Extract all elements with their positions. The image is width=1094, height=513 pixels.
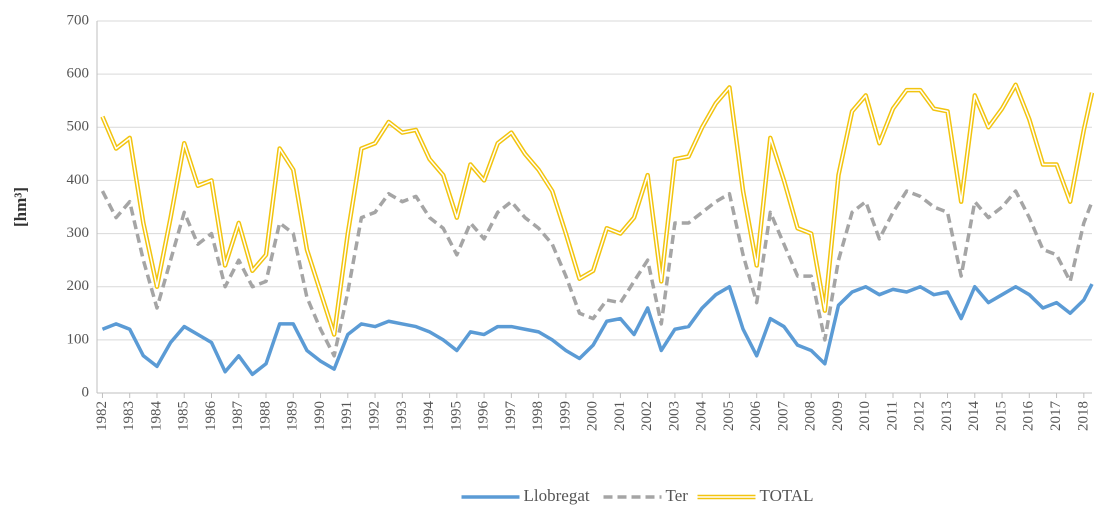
y-tick-label: 600 <box>67 66 90 82</box>
series-line <box>100 189 1094 358</box>
x-tick-label: 1989 <box>285 401 301 431</box>
x-tick-label: 2004 <box>694 401 710 432</box>
series-line <box>101 283 1094 377</box>
legend-label: TOTAL <box>760 486 814 505</box>
x-tick-label: 1995 <box>448 401 464 431</box>
legend-label: Llobregat <box>524 486 590 505</box>
x-tick-label: 1999 <box>557 401 573 431</box>
x-tick-label: 1990 <box>312 401 328 431</box>
x-tick-label: 2010 <box>857 401 873 431</box>
y-tick-label: 200 <box>67 278 90 294</box>
x-tick-label: 2000 <box>585 401 601 431</box>
x-tick-label: 1997 <box>503 401 519 432</box>
x-tick-label: 2007 <box>775 401 791 432</box>
x-tick-label: 2016 <box>1021 401 1037 432</box>
y-tick-label: 400 <box>67 172 90 188</box>
x-tick-label: 1988 <box>257 401 273 431</box>
x-tick-label: 1984 <box>148 401 164 432</box>
x-tick-label: 1998 <box>530 401 546 431</box>
x-tick-label: 2012 <box>912 401 928 431</box>
x-tick-label: 2008 <box>803 401 819 431</box>
x-tick-label: 2017 <box>1048 401 1064 432</box>
x-tick-label: 2006 <box>748 401 764 432</box>
x-tick-label: 2018 <box>1075 401 1091 431</box>
x-tick-label: 2002 <box>639 401 655 431</box>
y-tick-label: 0 <box>82 384 90 400</box>
x-tick-label: 2015 <box>993 401 1009 431</box>
x-tick-label: 1983 <box>121 401 137 431</box>
x-tick-label: 1996 <box>476 401 492 432</box>
x-tick-label: 2001 <box>612 401 628 431</box>
y-tick-label: 300 <box>67 225 90 241</box>
x-tick-label: 1982 <box>94 401 110 431</box>
legend-label: Ter <box>666 486 689 505</box>
x-tick-label: 1993 <box>394 401 410 431</box>
x-tick-label: 2005 <box>721 401 737 431</box>
x-tick-label: 1986 <box>203 401 219 432</box>
x-tick-label: 1987 <box>230 401 246 432</box>
x-tick-label: 2013 <box>939 401 955 431</box>
y-tick-label: 700 <box>67 12 90 28</box>
x-tick-label: 2014 <box>966 401 982 432</box>
series-line-inner <box>101 84 1093 336</box>
y-tick-label: 100 <box>67 331 90 347</box>
x-tick-label: 1985 <box>176 401 192 431</box>
x-tick-label: 1994 <box>421 401 437 432</box>
x-tick-label: 1992 <box>366 401 382 431</box>
x-tick-label: 1991 <box>339 401 355 431</box>
x-tick-label: 2011 <box>884 401 900 430</box>
x-tick-label: 2003 <box>666 401 682 431</box>
x-tick-label: 2009 <box>830 401 846 431</box>
y-axis-label: [hm³] <box>11 187 30 227</box>
y-tick-label: 500 <box>67 119 90 135</box>
